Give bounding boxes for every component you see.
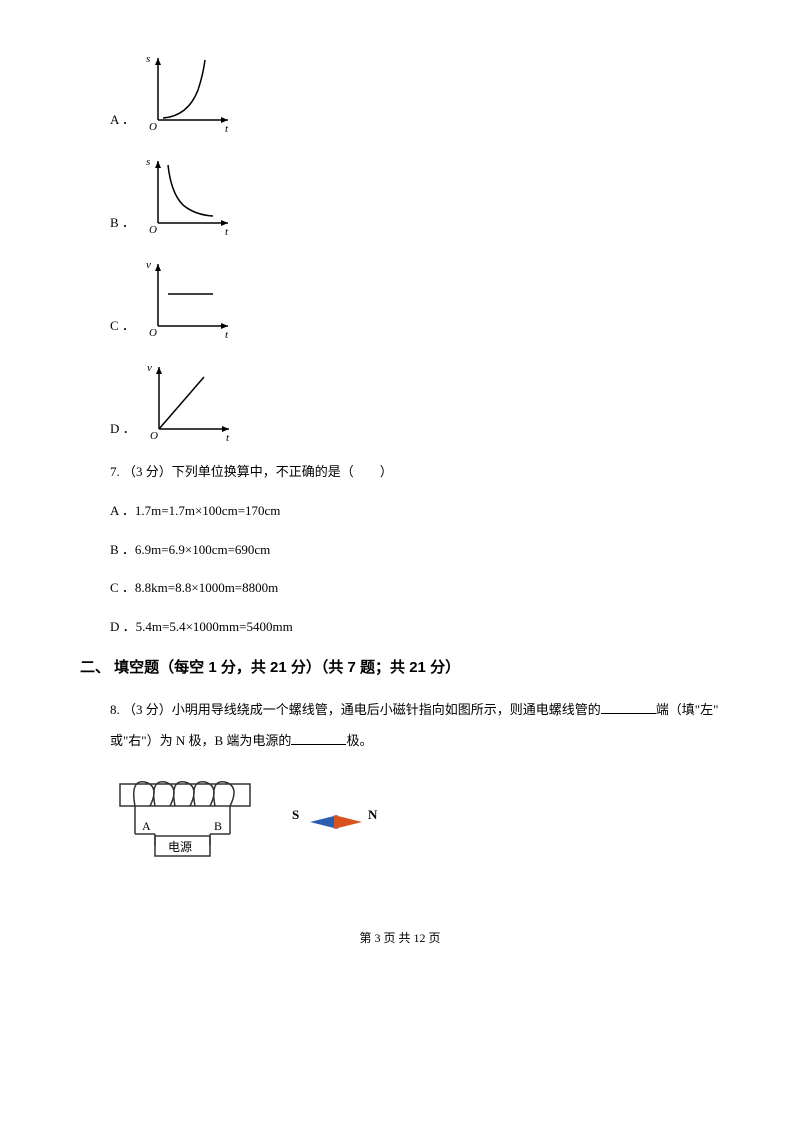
origin-label: O [150,430,158,442]
option-a-row: A ． s t O [110,50,720,135]
q8-text-3: 或"右"）为 N 极，B 端为电源的 [110,733,291,748]
graph-b: s t O [143,153,238,238]
origin-label: O [149,224,157,236]
q8-text-4: 极。 [346,733,372,748]
graph-c: v t O [143,256,238,341]
q8-text-2: 端（填"左" [656,702,719,717]
axis-y: s [146,53,150,65]
blank-2[interactable] [291,731,346,745]
axis-x: t [225,329,229,341]
option-b-label: B ． [110,213,135,238]
blank-1[interactable] [601,700,656,714]
question-8: 8. （3 分）小明用导线绕成一个螺线管，通电后小磁针指向如图所示，则通电螺线管… [110,694,720,756]
option-c-label: C ． [110,316,135,341]
n-pole: N [368,807,378,822]
q8-diagram: 电源 A B S N [110,774,720,869]
solenoid-diagram: 电源 A B [110,774,260,869]
axis-y: v [146,259,151,271]
q7-option-b: B ．6.9m=6.9×100cm=690cm [110,540,720,561]
terminal-b: B [214,819,222,833]
option-b-row: B ． s t O [110,153,720,238]
origin-label: O [149,121,157,133]
option-d-row: D ． v t O [110,359,720,444]
question-7: 7. （3 分）下列单位换算中，不正确的是（ ） A ．1.7m=1.7m×10… [110,462,720,638]
source-label: 电源 [168,840,192,854]
axis-y: s [146,156,150,168]
origin-label: O [149,327,157,339]
q7-option-c: C ．8.8km=8.8×1000m=8800m [110,578,720,599]
axis-x: t [225,123,229,135]
terminal-a: A [142,819,151,833]
compass-n-needle [334,815,362,829]
s-pole: S [292,807,299,822]
compass-s-needle [310,815,338,829]
q7-stem: 7. （3 分）下列单位换算中，不正确的是（ ） [110,462,720,483]
graph-d: v t O [144,359,239,444]
axis-y: v [147,362,152,374]
graph-a: s t O [143,50,238,135]
compass-diagram: S N [290,807,385,837]
page-footer: 第 3 页 共 12 页 [80,929,720,948]
q7-option-d: D ．5.4m=5.4×1000mm=5400mm [110,617,720,638]
option-d-label: D ． [110,419,136,444]
q8-text-1: 8. （3 分）小明用导线绕成一个螺线管，通电后小磁针指向如图所示，则通电螺线管… [110,702,601,717]
option-c-row: C ． v t O [110,256,720,341]
axis-x: t [225,226,229,238]
q7-option-a: A ．1.7m=1.7m×100cm=170cm [110,501,720,522]
option-a-label: A ． [110,110,135,135]
section-2-title: 二、 填空题（每空 1 分，共 21 分）（共 7 题；共 21 分） [80,656,720,680]
axis-x: t [226,432,230,444]
